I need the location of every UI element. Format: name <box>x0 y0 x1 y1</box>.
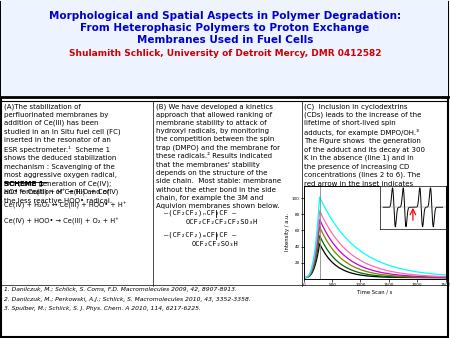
Text: Ce(IV) + H₂O₂ ↔ Ce(III) + HOO• + H⁺: Ce(IV) + H₂O₂ ↔ Ce(III) + HOO• + H⁺ <box>4 202 126 209</box>
Text: 1. Danilczuk, M.; Schlick, S. Coms, F.D. Macromolecules 2009, 42, 8907-8913.: 1. Danilczuk, M.; Schlick, S. Coms, F.D.… <box>4 287 237 292</box>
Y-axis label: Intensity / a.u.: Intensity / a.u. <box>285 213 290 251</box>
Text: (B) We have developed a kinetics
approach that allowed ranking of
membrane stabi: (B) We have developed a kinetics approac… <box>156 103 281 209</box>
Text: Ce(IV) + HOO• → Ce(III) + O₂ + H⁺: Ce(IV) + HOO• → Ce(III) + O₂ + H⁺ <box>4 218 119 225</box>
Text: From Heterophasic Polymers to Proton Exchange: From Heterophasic Polymers to Proton Exc… <box>81 23 369 33</box>
Text: 2. Danilczuk, M.; Perkowski, A.J.; Schlick, S. Macromolecules 2010, 43, 3352-335: 2. Danilczuk, M.; Perkowski, A.J.; Schli… <box>4 296 251 301</box>
Text: Membranes Used in Fuel Cells: Membranes Used in Fuel Cells <box>137 35 313 45</box>
Text: OCF₂CF₂SO₃H: OCF₂CF₂SO₃H <box>192 241 239 247</box>
Text: 3. Spulber, M.; Schlick, S. J. Phys. Chem. A 2010, 114, 6217-6225.: 3. Spulber, M.; Schlick, S. J. Phys. Che… <box>4 306 201 311</box>
Text: HO• + Ce(III) + H⁺ → H₂O + Ce(IV): HO• + Ce(III) + H⁺ → H₂O + Ce(IV) <box>4 189 118 196</box>
Text: Morphological and Spatial Aspects in Polymer Degradation:: Morphological and Spatial Aspects in Pol… <box>49 11 401 21</box>
Text: OCF₂CF₂CF₂CF₂SO₃H: OCF₂CF₂CF₂CF₂SO₃H <box>186 219 258 225</box>
Text: –(CF₂CF₂)ₘCF₂CF –: –(CF₂CF₂)ₘCF₂CF – <box>164 231 236 238</box>
Text: (C)  Inclusion in cyclodextrins
(CDs) leads to the increase of the
lifetime of s: (C) Inclusion in cyclodextrins (CDs) lea… <box>304 103 425 203</box>
Text: Shulamith Schlick, University of Detroit Mercy, DMR 0412582: Shulamith Schlick, University of Detroit… <box>69 49 381 58</box>
Text: SCHEME 1: SCHEME 1 <box>4 181 44 187</box>
FancyBboxPatch shape <box>1 1 448 98</box>
Text: –(CF₂CF₂)ₙCF₂CF –: –(CF₂CF₂)ₙCF₂CF – <box>164 209 236 216</box>
X-axis label: Time Scan / s: Time Scan / s <box>357 290 392 295</box>
Text: (A)The stabilization of
perfluorinated membranes by
addition of Ce(III) has been: (A)The stabilization of perfluorinated m… <box>4 103 121 204</box>
